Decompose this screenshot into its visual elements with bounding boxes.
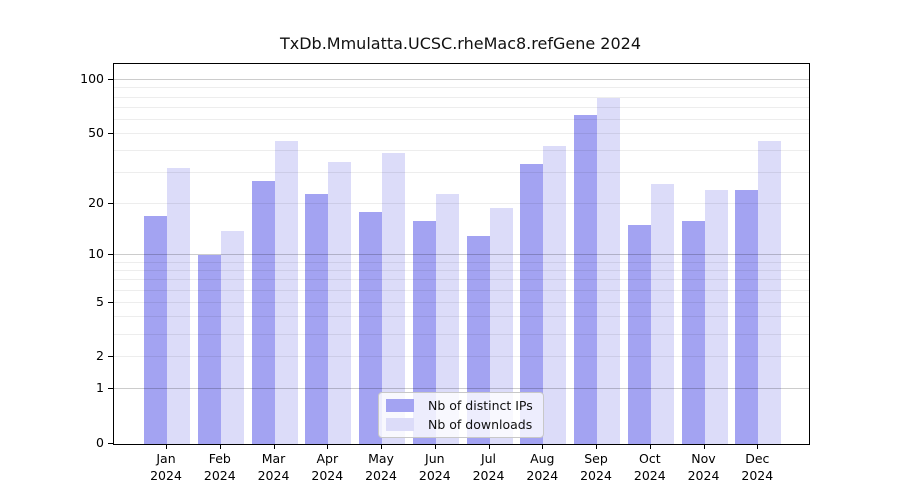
x-tick-label-jan: Jan 2024: [150, 451, 182, 483]
y-tick-label-2: 2: [96, 348, 104, 364]
gridline-100: [114, 79, 809, 81]
bar-nov-downloads: [704, 190, 728, 444]
gridline-60: [114, 118, 809, 120]
gridline-70: [114, 107, 809, 108]
x-tick-mark-feb: [219, 445, 221, 449]
x-tick-mark-apr: [327, 445, 329, 449]
bar-dec-distinct-ips: [735, 190, 759, 444]
x-tick-label-aug: Aug 2024: [526, 451, 559, 483]
bar-nov-distinct-ips: [681, 220, 705, 444]
bar-jan-distinct-ips: [144, 216, 167, 444]
gridline-30: [114, 172, 809, 174]
bar-may-distinct-ips: [359, 211, 382, 444]
y-tick-label-5: 5: [96, 293, 104, 309]
x-tick-mark-aug: [542, 445, 544, 449]
gridline-80: [114, 96, 809, 98]
bar-jun-distinct-ips: [412, 220, 436, 444]
x-tick-label-mar: Mar 2024: [257, 451, 290, 483]
y-tick-mark-20: [108, 203, 113, 204]
bar-feb-downloads: [220, 230, 244, 444]
chart-title: TxDb.Mmulatta.UCSC.rheMac8.refGene 2024: [279, 34, 641, 53]
bar-oct-distinct-ips: [627, 225, 651, 444]
legend: Nb of distinct IPs Nb of downloads: [378, 392, 544, 438]
x-tick-mark-mar: [273, 445, 275, 449]
bar-mar-distinct-ips: [251, 181, 275, 444]
bar-aug-downloads: [543, 145, 567, 444]
legend-swatch-downloads: [386, 418, 414, 431]
y-tick-mark-100: [108, 79, 113, 81]
x-tick-label-may: May 2024: [365, 451, 397, 483]
y-tick-label-10: 10: [88, 246, 104, 261]
x-tick-mark-jun: [434, 445, 436, 449]
y-tick-label-0: 0: [96, 435, 104, 450]
bar-apr-downloads: [328, 161, 352, 444]
legend-row-distinct-ips: Nb of distinct IPs: [386, 398, 533, 413]
bar-jan-downloads: [167, 168, 190, 444]
y-tick-mark-0: [108, 443, 113, 444]
x-tick-label-oct: Oct 2024: [633, 451, 666, 483]
y-tick-mark-2: [108, 356, 113, 358]
y-tick-mark-50: [108, 133, 113, 134]
y-tick-mark-1: [108, 388, 113, 390]
bar-mar-downloads: [274, 140, 298, 444]
bar-oct-downloads: [650, 184, 674, 444]
y-tick-mark-10: [108, 254, 113, 255]
gridline-50: [114, 133, 809, 134]
plot-area: [113, 63, 810, 445]
y-tick-label-100: 100: [80, 71, 104, 87]
bar-feb-distinct-ips: [197, 255, 221, 444]
x-tick-mark-oct: [649, 445, 651, 449]
legend-swatch-distinct-ips: [386, 399, 414, 412]
legend-label-distinct-ips: Nb of distinct IPs: [428, 398, 533, 413]
x-tick-label-jul: Jul 2024: [472, 451, 505, 483]
x-tick-mark-dec: [757, 445, 759, 449]
bar-sep-downloads: [597, 97, 620, 444]
bar-apr-distinct-ips: [305, 193, 329, 444]
x-tick-mark-may: [381, 445, 382, 449]
gridline-90: [114, 87, 809, 89]
x-tick-label-jun: Jun 2024: [418, 451, 451, 483]
y-tick-label-20: 20: [88, 195, 104, 210]
x-tick-mark-jul: [488, 445, 490, 449]
bar-dec-downloads: [758, 140, 782, 444]
y-tick-label-1: 1: [96, 380, 104, 396]
bar-may-downloads: [382, 153, 405, 444]
bar-aug-distinct-ips: [520, 163, 544, 444]
y-tick-label-50: 50: [88, 125, 104, 140]
x-tick-mark-jan: [166, 445, 167, 449]
x-tick-label-nov: Nov 2024: [687, 451, 720, 483]
legend-row-downloads: Nb of downloads: [386, 417, 533, 432]
x-tick-label-sep: Sep 2024: [580, 451, 612, 483]
y-tick-mark-5: [108, 301, 113, 303]
bar-jun-downloads: [435, 193, 459, 444]
x-tick-mark-sep: [596, 445, 597, 449]
bar-sep-distinct-ips: [574, 114, 597, 444]
gridline-40: [114, 150, 809, 152]
x-tick-label-feb: Feb 2024: [203, 451, 236, 483]
x-tick-label-dec: Dec 2024: [741, 451, 774, 483]
bar-jul-downloads: [489, 207, 513, 444]
x-tick-mark-nov: [703, 445, 705, 449]
legend-label-downloads: Nb of downloads: [428, 417, 533, 432]
x-tick-label-apr: Apr 2024: [311, 451, 344, 483]
